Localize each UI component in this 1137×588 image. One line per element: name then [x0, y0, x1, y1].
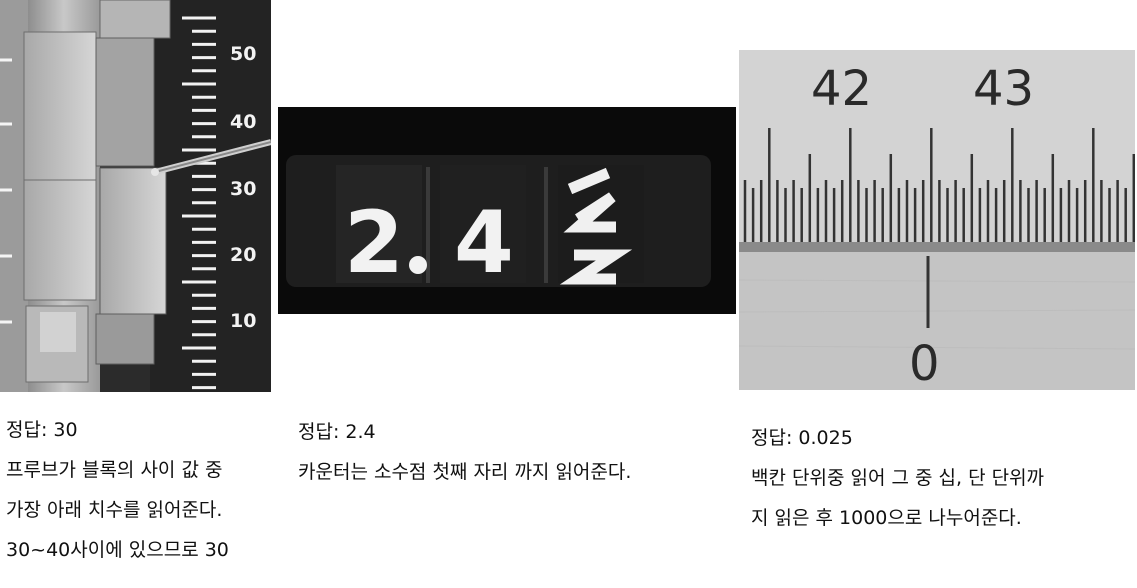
explanation-line: 프루브가 블록의 사이 값 중: [6, 459, 223, 481]
answer-text: 정답: 30: [6, 419, 78, 441]
caption-vernier: 정답: 0.025 백칸 단위중 읽어 그 중 십, 단 단위까 지 읽은 후 …: [751, 418, 1044, 538]
main-scale-label-42: 42: [811, 61, 872, 117]
vernier-label-0: 0: [909, 336, 940, 390]
vernier-scale-photo: 42 43 0: [739, 50, 1135, 390]
decimal-point: [409, 256, 427, 274]
explanation-line: 백칸 단위중 읽어 그 중 십, 단 단위까: [751, 467, 1045, 489]
scale-label-30: 30: [230, 178, 256, 200]
caption-block-gauge: 정답: 30 프루브가 블록의 사이 값 중 가장 아래 치수를 읽어준다. 3…: [6, 410, 229, 570]
block-gauge-illustration: 50 40 30 20 10: [0, 0, 271, 392]
explanation-line: 가장 아래 치수를 읽어준다.: [6, 499, 223, 521]
counter-digit-tenths: 4: [454, 193, 514, 293]
scale-label-50: 50: [230, 43, 256, 65]
answer-text: 정답: 0.025: [751, 427, 853, 449]
scale-label-20: 20: [230, 244, 256, 266]
counter-digit-ones: 2: [344, 193, 404, 293]
main-scale-label-43: 43: [973, 61, 1034, 117]
counter-illustration: 2 4: [278, 107, 736, 314]
block-gauge-photo: 50 40 30 20 10: [0, 0, 271, 392]
explanation-line: 30~40사이에 있으므로 30: [6, 539, 229, 561]
answer-text: 정답: 2.4: [298, 421, 376, 443]
vernier-illustration: 42 43 0: [739, 50, 1135, 390]
explanation-line: 카운터는 소수점 첫째 자리 까지 읽어준다.: [298, 461, 632, 483]
scale-label-40: 40: [230, 111, 256, 133]
caption-counter: 정답: 2.4 카운터는 소수점 첫째 자리 까지 읽어준다.: [298, 412, 631, 492]
explanation-line: 지 읽은 후 1000으로 나누어준다.: [751, 507, 1022, 529]
scale-label-10: 10: [230, 310, 256, 332]
counter-photo: 2 4: [278, 107, 736, 314]
